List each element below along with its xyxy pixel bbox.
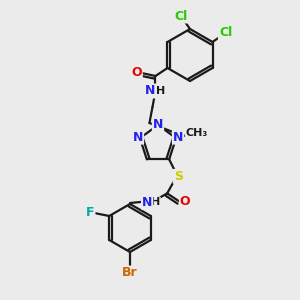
Text: Cl: Cl	[219, 26, 232, 40]
Text: Cl: Cl	[174, 10, 188, 22]
Text: N: N	[153, 118, 163, 130]
Text: S: S	[174, 170, 183, 183]
Text: N: N	[142, 196, 152, 209]
Text: N: N	[133, 130, 143, 144]
Text: N: N	[173, 130, 183, 144]
Text: O: O	[131, 67, 142, 80]
Text: N: N	[145, 85, 156, 98]
Text: H: H	[151, 197, 160, 207]
Text: CH₃: CH₃	[186, 128, 208, 138]
Text: F: F	[86, 206, 94, 220]
Text: Br: Br	[122, 266, 138, 280]
Text: H: H	[156, 86, 165, 96]
Text: O: O	[180, 195, 190, 208]
